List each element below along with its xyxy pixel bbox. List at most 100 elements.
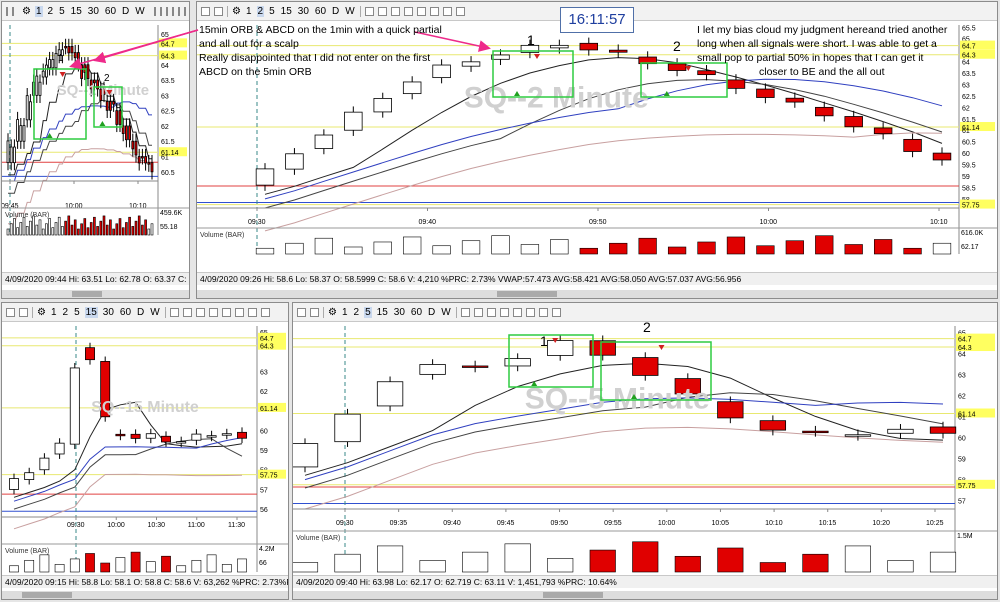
copy-icon[interactable] [19,307,28,317]
drawing-icon[interactable] [177,6,180,16]
volume-bar [638,237,657,255]
y-tick-label: 61.14 [260,406,278,413]
timeframe-button-5[interactable]: 5 [74,306,80,318]
drawing-icon[interactable] [221,307,231,317]
timeframe-button-1[interactable]: 1 [50,306,57,318]
horizontal-scrollbar[interactable] [2,290,189,298]
timeframe-button-2[interactable]: 2 [47,5,54,17]
timeframe-button-1[interactable]: 1 [245,5,252,17]
print-icon[interactable] [364,6,374,16]
timeframe-button-60[interactable]: 60 [104,5,117,17]
gear-icon[interactable]: ⚙ [37,306,46,318]
grid-icon[interactable] [171,6,174,16]
zoom-icon[interactable] [182,307,192,317]
gear-icon[interactable]: ⚙ [328,306,337,318]
scroll-thumb[interactable] [497,291,557,297]
pencil-icon[interactable] [260,307,270,317]
grid-icon[interactable] [499,307,509,317]
line-icon[interactable] [429,6,439,16]
pencil-icon[interactable] [455,6,465,16]
timeframe-button-30[interactable]: 30 [393,306,405,318]
timeframe-button-60[interactable]: 60 [410,306,423,318]
line-icon[interactable] [525,307,535,317]
text-icon[interactable] [442,6,452,16]
timeframe-button-D[interactable]: D [428,306,436,318]
y-tick-label: 60.5 [962,140,976,147]
menu-icon[interactable] [6,6,8,16]
copy-icon[interactable] [12,6,14,16]
timeframe-button-15[interactable]: 15 [84,306,98,318]
drawing-icon[interactable] [512,307,522,317]
timeframe-button-W[interactable]: W [345,5,355,17]
zoom-icon[interactable] [377,6,387,16]
timeframe-button-15[interactable]: 15 [70,5,82,17]
timeframe-button-5[interactable]: 5 [269,5,275,17]
timeframe-button-15[interactable]: 15 [280,5,292,17]
menu-icon[interactable] [6,307,15,317]
gear-icon[interactable]: ⚙ [232,5,241,17]
line-icon[interactable] [234,307,244,317]
settings-icon[interactable] [195,307,205,317]
line-icon[interactable] [183,6,186,16]
grid-icon[interactable] [403,6,413,16]
scroll-thumb[interactable] [543,592,603,598]
price-chart-5min[interactable]: 6564.764.364636261.146160595857.7557SQ--… [293,322,997,584]
timeframe-button-5[interactable]: 5 [59,5,65,17]
timeframe-button-D[interactable]: D [137,306,145,318]
timeframe-button-D[interactable]: D [122,5,130,17]
gear-icon[interactable]: ⚙ [22,5,31,17]
menu-icon[interactable] [297,307,306,317]
timeframe-button-15[interactable]: 15 [376,306,388,318]
timeframe-button-60[interactable]: 60 [314,5,327,17]
horizontal-scrollbar[interactable] [197,290,997,298]
timeframe-button-W[interactable]: W [441,306,451,318]
volume-bar [344,246,363,255]
timeframe-button-W[interactable]: W [135,5,145,17]
horizontal-scrollbar[interactable] [2,591,288,599]
menu-icon[interactable] [201,6,210,16]
timeframe-button-1[interactable]: 1 [341,306,348,318]
drawing-icon[interactable] [416,6,426,16]
timeframe-button-30[interactable]: 30 [102,306,114,318]
print-icon[interactable] [460,307,470,317]
text-icon[interactable] [247,307,257,317]
timeframe-button-W[interactable]: W [150,306,160,318]
timeframe-button-1[interactable]: 1 [34,5,43,17]
copy-icon[interactable] [310,307,319,317]
timeframe-button-30[interactable]: 30 [87,5,99,17]
horizontal-scrollbar[interactable] [293,591,997,599]
zoom-icon[interactable] [473,307,483,317]
zoom-icon[interactable] [159,6,162,16]
timeframe-button-5[interactable]: 5 [364,306,372,318]
text-icon[interactable] [538,307,548,317]
y-tick-label: 62.5 [161,109,175,116]
settings-icon[interactable] [486,307,496,317]
pencil-icon[interactable] [551,307,561,317]
timeframe-button-2[interactable]: 2 [256,5,265,17]
copy-icon[interactable] [214,6,223,16]
scroll-thumb[interactable] [72,291,102,297]
setup-box-label: 1 [540,333,548,349]
chart-panel-15min[interactable]: ⚙ 125 15 30 60 DW 6564.764.3636261.1460595857… [1,302,289,600]
price-chart-15min[interactable]: 6564.764.3636261.1460595857.755756SQ--15… [2,322,288,584]
timeframe-button-2[interactable]: 2 [62,306,69,318]
chart-panel-2min[interactable]: ⚙ 1 2 5 15 30 60 D W 65.5 65 64.7 64.3 64 63.5 63 62.5 6… [196,1,998,299]
volume-bar [19,222,23,236]
settings-icon[interactable] [390,6,400,16]
settings-icon[interactable] [165,6,168,16]
volume-bar [221,564,232,573]
timeframe-button-D[interactable]: D [332,5,340,17]
x-tick-label: 10:10 [129,203,147,210]
chart-panel-1min[interactable]: ⚙ 1 2 5 15 30 60 D W 65 64.7 64.3 64 63.5 63 62.5 62 61.… [1,1,190,299]
print-icon[interactable] [169,307,179,317]
timeframe-button-30[interactable]: 30 [297,5,309,17]
timeframe-button-60[interactable]: 60 [119,306,132,318]
x-tick-label: 09:30 [248,219,266,226]
price-chart-2min[interactable]: 65.56564.764.36463.56362.56261.561.14616… [197,21,997,271]
timeframe-button-2[interactable]: 2 [353,306,360,318]
print-icon[interactable] [153,6,156,16]
scroll-thumb[interactable] [22,592,72,598]
grid-icon[interactable] [208,307,218,317]
